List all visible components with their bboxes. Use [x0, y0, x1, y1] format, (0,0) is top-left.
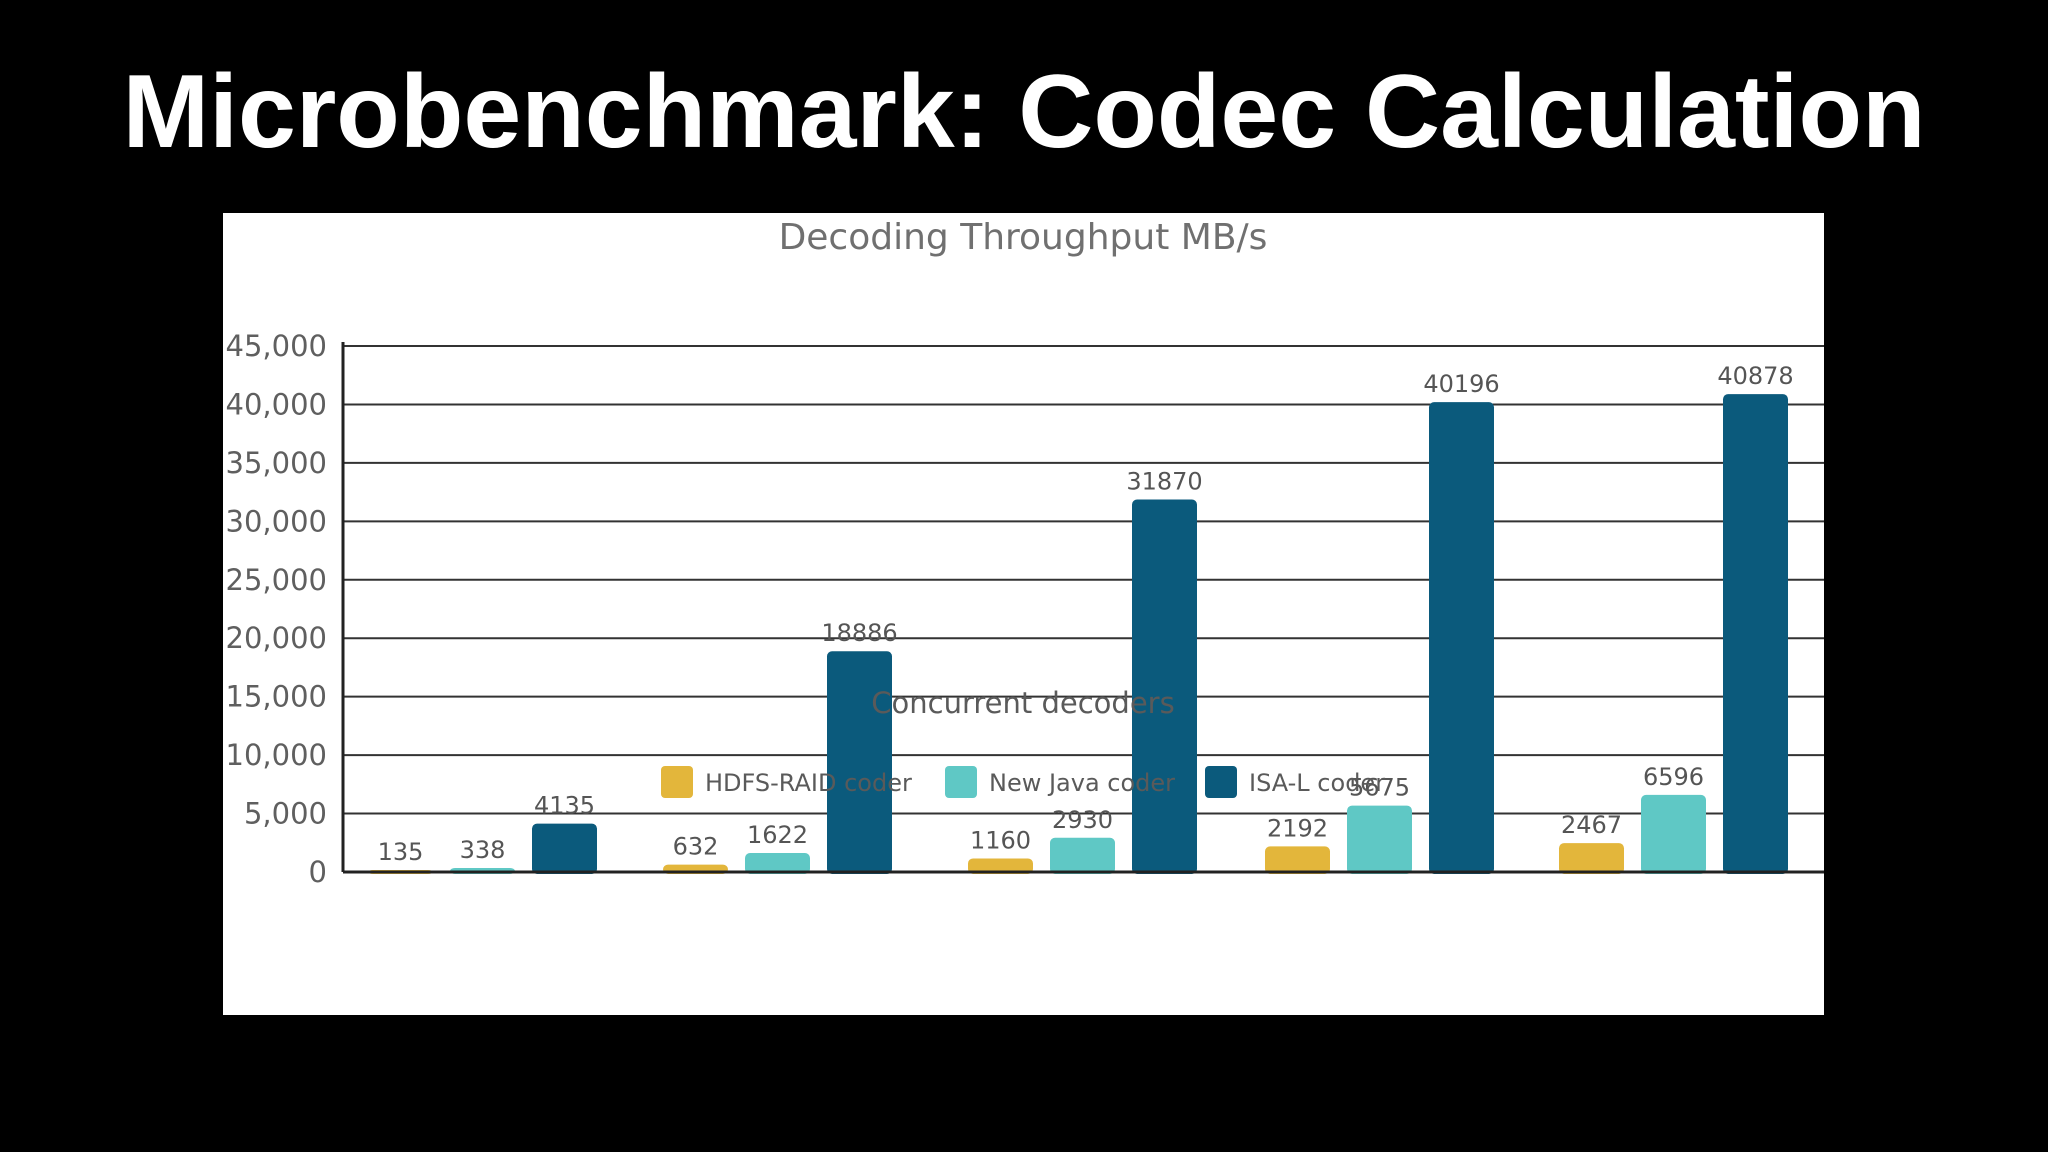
y-tick-label: 0: [309, 855, 327, 889]
data-label: 632: [673, 833, 719, 861]
data-label: 40196: [1423, 370, 1499, 398]
gridlines: [343, 345, 1824, 815]
y-tick-label: 5,000: [244, 797, 327, 831]
y-tick-label: 35,000: [226, 446, 327, 480]
y-axis-tick-labels: 0 5,000 10,000 15,000 20,000 25,000 30,000 35,0…: [226, 329, 327, 889]
y-tick-label: 30,000: [226, 504, 327, 538]
bar: [1559, 843, 1624, 874]
y-tick-label: 40,000: [226, 387, 327, 421]
bar: [1132, 499, 1197, 874]
bar: [1429, 402, 1494, 874]
legend-swatch: [1205, 766, 1237, 798]
bar: [1641, 794, 1706, 874]
y-tick-label: 15,000: [226, 680, 327, 714]
y-tick-label: 45,000: [226, 329, 327, 363]
data-label: 1622: [747, 821, 808, 849]
slide-title: Microbenchmark: Codec Calculation: [122, 54, 1926, 170]
legend-label: HDFS-RAID coder: [705, 769, 912, 797]
data-label: 338: [460, 836, 506, 864]
data-label: 2467: [1561, 811, 1622, 839]
bar: [1723, 394, 1788, 874]
bar-chart: Decoding Throughput MB/s 0 5,000 10,000 15,…: [226, 217, 1824, 889]
data-label: 4135: [534, 792, 595, 820]
legend: HDFS-RAID coder New Java coder ISA-L coder: [661, 766, 1385, 798]
bar: [1050, 837, 1115, 874]
bar: [827, 651, 892, 874]
bar: [1347, 805, 1412, 874]
data-label: 1160: [970, 826, 1031, 854]
y-tick-label: 20,000: [226, 621, 327, 655]
legend-swatch: [945, 766, 977, 798]
data-labels: 135 632 1160 2192 2467 338 1622 2930 5675 6596 413…: [378, 362, 1794, 866]
data-label: 2192: [1267, 814, 1328, 842]
data-label: 2930: [1052, 806, 1113, 834]
data-label: 135: [378, 838, 424, 866]
x-axis-title: Concurrent decoders: [871, 686, 1174, 720]
data-label: 5675: [1349, 774, 1410, 802]
legend-label: New Java coder: [989, 769, 1175, 797]
bar: [532, 823, 597, 874]
data-label: 31870: [1126, 467, 1202, 495]
data-label: 18886: [821, 619, 897, 647]
legend-label: ISA-L coder: [1249, 769, 1385, 797]
chart-panel: Decoding Throughput MB/s 0 5,000 10,000 15,…: [223, 213, 1824, 1015]
chart-title: Decoding Throughput MB/s: [779, 217, 1268, 258]
data-label: 40878: [1717, 362, 1793, 390]
bar: [1265, 846, 1330, 874]
data-label: 6596: [1643, 763, 1704, 791]
y-tick-label: 25,000: [226, 563, 327, 597]
y-tick-label: 10,000: [226, 738, 327, 772]
bar: [968, 858, 1033, 874]
legend-swatch: [661, 766, 693, 798]
bar: [745, 853, 810, 874]
bars: [368, 394, 1788, 874]
